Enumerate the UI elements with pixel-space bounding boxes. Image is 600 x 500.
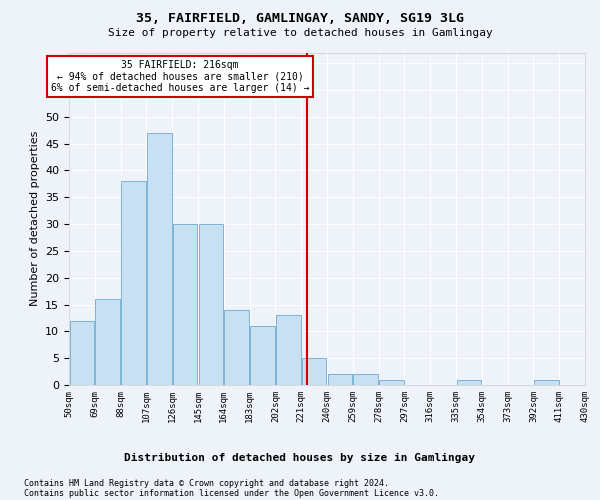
Bar: [276, 316, 301, 385]
Bar: [95, 299, 120, 385]
Bar: [70, 320, 94, 385]
Bar: [250, 326, 275, 385]
Text: Distribution of detached houses by size in Gamlingay: Distribution of detached houses by size …: [125, 452, 476, 462]
Bar: [534, 380, 559, 385]
Bar: [173, 224, 197, 385]
Bar: [224, 310, 249, 385]
Bar: [147, 133, 172, 385]
Bar: [121, 181, 146, 385]
Text: Contains public sector information licensed under the Open Government Licence v3: Contains public sector information licen…: [24, 489, 439, 498]
Bar: [328, 374, 352, 385]
Text: 35, FAIRFIELD, GAMLINGAY, SANDY, SG19 3LG: 35, FAIRFIELD, GAMLINGAY, SANDY, SG19 3L…: [136, 12, 464, 26]
Bar: [353, 374, 378, 385]
Y-axis label: Number of detached properties: Number of detached properties: [29, 131, 40, 306]
Text: Contains HM Land Registry data © Crown copyright and database right 2024.: Contains HM Land Registry data © Crown c…: [24, 479, 389, 488]
Bar: [457, 380, 481, 385]
Text: Size of property relative to detached houses in Gamlingay: Size of property relative to detached ho…: [107, 28, 493, 38]
Bar: [302, 358, 326, 385]
Bar: [199, 224, 223, 385]
Bar: [379, 380, 404, 385]
Text: 35 FAIRFIELD: 216sqm
← 94% of detached houses are smaller (210)
6% of semi-detac: 35 FAIRFIELD: 216sqm ← 94% of detached h…: [50, 60, 309, 93]
